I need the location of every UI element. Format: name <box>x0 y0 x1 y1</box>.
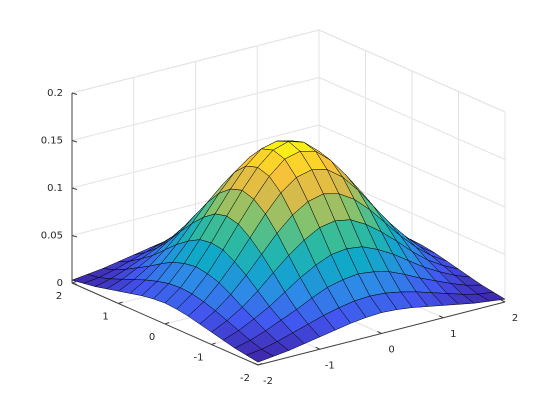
tick-mark <box>253 362 259 366</box>
x-tick-label: 1 <box>450 329 456 340</box>
tick-mark <box>71 281 77 284</box>
tick-mark <box>71 235 78 238</box>
tick-mark <box>377 331 382 334</box>
y-tick-label: -1 <box>194 353 204 364</box>
y-tick-label: 0 <box>149 332 155 343</box>
z-tick-label: 0 <box>57 278 63 289</box>
tick-mark <box>164 322 170 325</box>
x-tick-label: 0 <box>388 345 394 356</box>
tick-mark <box>118 301 123 304</box>
tick-mark <box>71 92 78 95</box>
x-tick-label: -1 <box>325 360 335 371</box>
x-tick-label: -2 <box>263 376 273 387</box>
tick-mark <box>71 140 78 143</box>
x-tick-label: 2 <box>512 313 518 324</box>
y-tick-label: 2 <box>56 291 62 302</box>
z-tick-label: 0.2 <box>47 88 63 99</box>
tick-mark <box>439 315 444 319</box>
tick-mark <box>257 363 263 366</box>
z-tick-label: 0.15 <box>41 136 63 147</box>
surface-face <box>246 349 274 363</box>
y-tick-label: -2 <box>240 373 250 384</box>
tick-mark <box>71 187 78 190</box>
tick-mark <box>211 342 216 345</box>
z-tick-label: 0.1 <box>47 183 63 194</box>
y-tick-label: 1 <box>102 312 108 323</box>
z-tick-label: 0.05 <box>41 231 63 242</box>
tick-mark <box>315 346 320 350</box>
tick-mark <box>500 299 506 303</box>
tick-mark <box>71 282 78 285</box>
